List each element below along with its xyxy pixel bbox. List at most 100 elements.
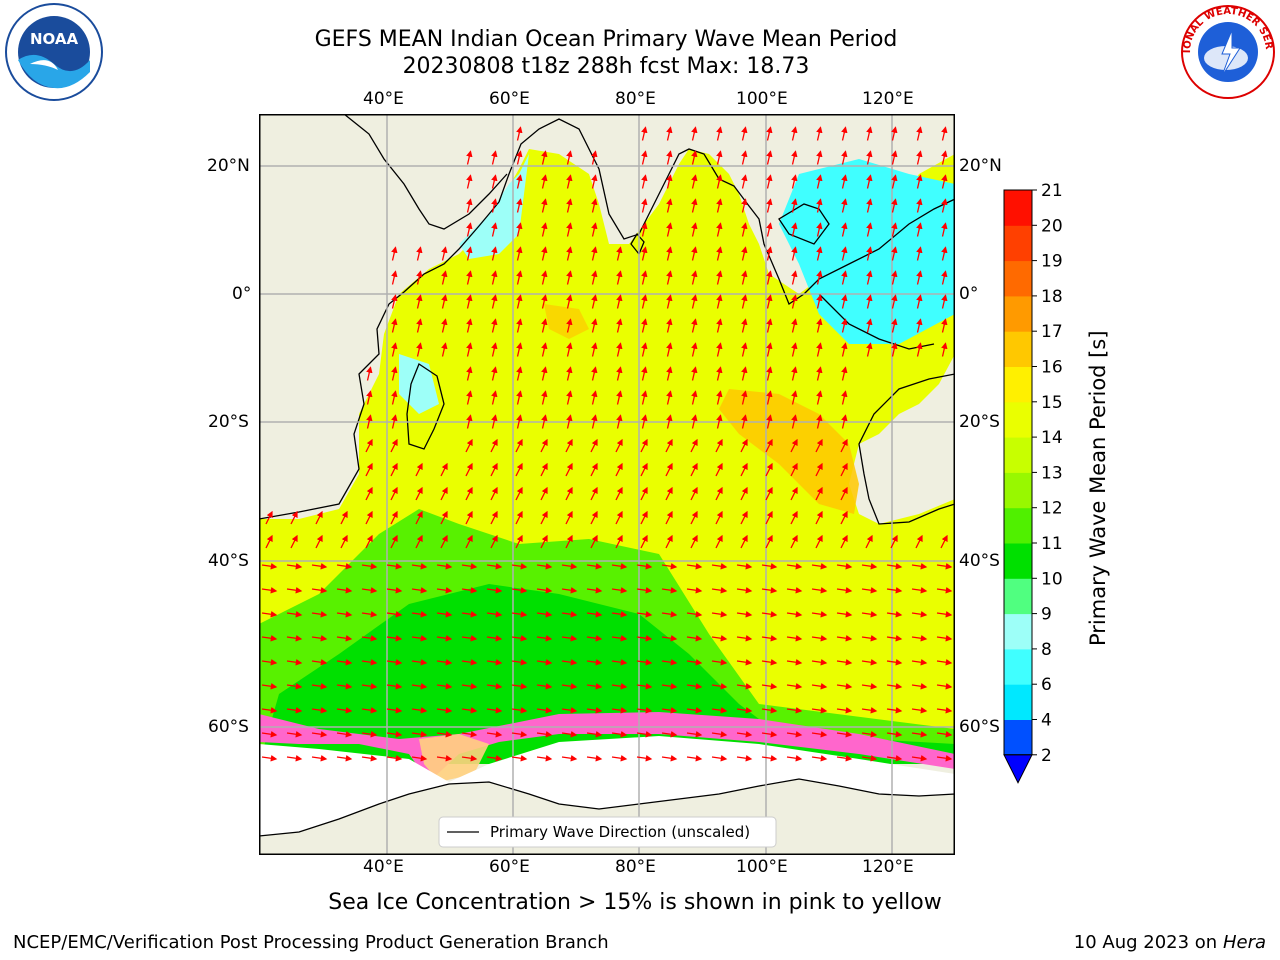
- lat-tick-right: 0°: [959, 284, 979, 304]
- wave-direction-arrow: [836, 587, 853, 594]
- wave-direction-arrow: [491, 222, 498, 237]
- wave-direction-arrow: [561, 611, 578, 618]
- wave-direction-arrow: [691, 126, 698, 141]
- wave-direction-arrow: [465, 510, 473, 525]
- wave-direction-arrow: [766, 294, 773, 309]
- wave-direction-arrow: [911, 659, 928, 666]
- wave-direction-arrow: [461, 587, 478, 594]
- wave-direction-arrow: [311, 635, 328, 642]
- colorbar-cell: [1004, 613, 1032, 650]
- wave-direction-arrow: [861, 731, 878, 738]
- wave-direction-arrow: [511, 563, 528, 570]
- wave-direction-arrow: [591, 342, 598, 357]
- wave-direction-arrow: [661, 755, 678, 762]
- wave-direction-arrow: [340, 534, 348, 549]
- wave-direction-arrow: [515, 486, 523, 501]
- lon-tick-top: 120°E: [862, 89, 914, 109]
- wave-direction-arrow: [640, 486, 648, 501]
- wave-direction-arrow: [761, 635, 778, 642]
- wave-direction-arrow: [711, 635, 728, 642]
- colorbar-tick-label: 18: [1041, 287, 1063, 307]
- colorbar-underflow-triangle: [1003, 754, 1033, 784]
- wave-direction-arrow: [336, 635, 353, 642]
- wave-direction-arrow: [516, 150, 523, 165]
- wave-direction-arrow: [311, 563, 328, 570]
- footer-date: 10 Aug 2023 on Hera: [1074, 932, 1266, 953]
- wave-direction-arrow: [815, 438, 823, 453]
- wave-direction-arrow: [641, 318, 648, 333]
- wave-direction-arrow: [940, 534, 948, 549]
- wave-direction-arrow: [866, 342, 873, 357]
- wave-direction-arrow: [936, 755, 953, 762]
- wave-direction-arrow: [311, 707, 328, 714]
- wave-direction-arrow: [736, 683, 753, 690]
- wave-direction-arrow: [861, 587, 878, 594]
- wave-direction-arrow: [490, 486, 498, 501]
- wave-direction-arrow: [886, 563, 903, 570]
- wave-direction-arrow: [691, 150, 698, 165]
- wave-direction-arrow: [666, 342, 673, 357]
- wave-direction-arrow: [466, 246, 473, 261]
- wave-direction-arrow: [461, 611, 478, 618]
- wave-direction-arrow: [666, 246, 673, 261]
- wave-direction-arrow: [716, 366, 723, 381]
- wave-direction-arrow: [665, 534, 673, 549]
- wave-direction-arrow: [591, 414, 598, 429]
- wave-direction-arrow: [686, 683, 703, 690]
- wave-direction-arrow: [466, 342, 473, 357]
- wave-direction-arrow: [840, 486, 848, 501]
- wave-direction-arrow: [941, 126, 948, 141]
- wave-direction-arrow: [565, 462, 573, 477]
- wave-direction-arrow: [841, 390, 848, 405]
- wave-direction-arrow: [815, 534, 823, 549]
- wave-direction-arrow: [411, 707, 428, 714]
- wave-direction-arrow: [461, 731, 478, 738]
- wave-direction-arrow: [816, 318, 823, 333]
- wave-direction-arrow: [691, 270, 698, 285]
- wave-direction-arrow: [815, 462, 823, 477]
- wave-direction-arrow: [711, 611, 728, 618]
- wave-direction-arrow: [261, 587, 278, 594]
- lon-tick-top: 100°E: [736, 89, 788, 109]
- wave-direction-arrow: [486, 683, 503, 690]
- wave-direction-arrow: [841, 366, 848, 381]
- colorbar-cell: [1004, 437, 1032, 473]
- lon-tick-bottom: 100°E: [736, 857, 788, 877]
- wave-direction-arrow: [711, 563, 728, 570]
- wave-direction-arrow: [911, 587, 928, 594]
- wave-direction-arrow: [661, 587, 678, 594]
- wave-direction-arrow: [466, 198, 473, 213]
- wave-direction-arrow: [340, 510, 348, 525]
- wave-direction-arrow: [941, 318, 948, 333]
- wave-direction-arrow: [766, 174, 773, 189]
- wave-direction-arrow: [766, 126, 773, 141]
- colorbar-tick-label: 16: [1041, 358, 1063, 378]
- wave-direction-arrow: [841, 174, 848, 189]
- wave-direction-arrow: [791, 198, 798, 213]
- wave-direction-arrow: [516, 294, 523, 309]
- wave-direction-arrow: [741, 390, 748, 405]
- wave-direction-arrow: [616, 294, 623, 309]
- wave-direction-arrow: [891, 198, 898, 213]
- wave-direction-arrow: [365, 510, 373, 525]
- wave-direction-arrow: [386, 659, 403, 666]
- wave-direction-arrow: [615, 486, 623, 501]
- wave-direction-arrow: [916, 342, 923, 357]
- wave-direction-arrow: [541, 174, 548, 189]
- wave-direction-arrow: [816, 246, 823, 261]
- wave-direction-arrow: [636, 683, 653, 690]
- wave-direction-arrow: [466, 294, 473, 309]
- colorbar-tick-label: 2: [1041, 746, 1052, 766]
- wave-direction-arrow: [690, 438, 698, 453]
- colorbar-cell: [1004, 719, 1032, 756]
- wave-direction-arrow: [516, 342, 523, 357]
- wave-direction-arrow: [491, 150, 498, 165]
- wave-direction-arrow: [541, 318, 548, 333]
- wave-direction-arrow: [866, 126, 873, 141]
- wave-direction-arrow: [816, 174, 823, 189]
- wave-direction-arrow: [486, 755, 503, 762]
- wave-direction-arrow: [661, 659, 678, 666]
- wave-direction-arrow: [886, 731, 903, 738]
- wave-direction-arrow: [841, 222, 848, 237]
- wave-direction-arrow: [736, 563, 753, 570]
